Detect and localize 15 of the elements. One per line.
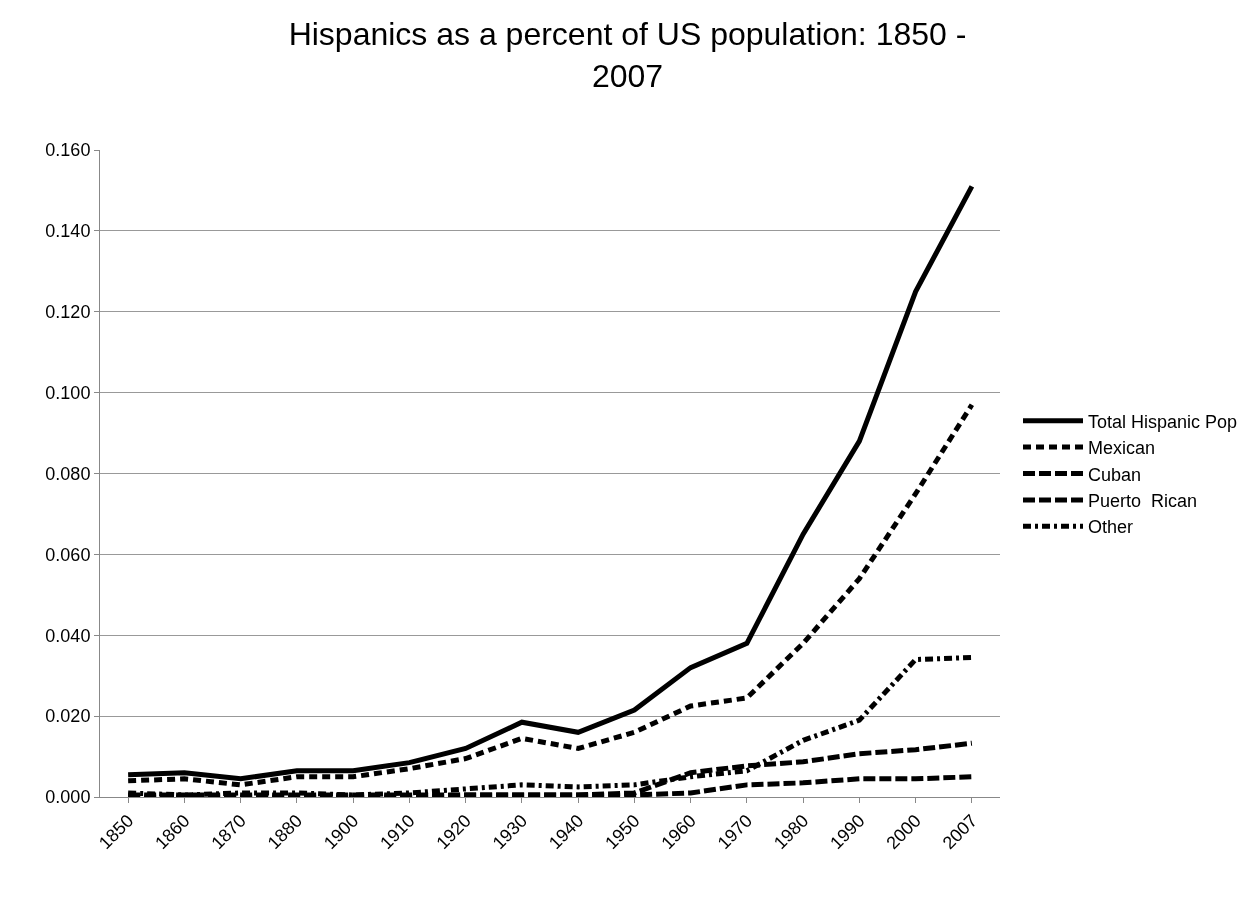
legend-label: Total Hispanic Pop	[1088, 411, 1238, 432]
legend-label: Cuban	[1088, 464, 1142, 485]
y-tick-label: 0.000	[45, 787, 91, 808]
legend-label: Mexican	[1088, 438, 1156, 459]
y-tick-label: 0.060	[45, 544, 91, 565]
chart-title: Hispanics as a percent of US population: 1850 - 2007	[288, 16, 967, 94]
y-tick-label: 0.020	[45, 706, 91, 727]
y-tick-label: 0.140	[45, 221, 91, 242]
y-tick-label: 0.120	[45, 302, 91, 323]
legend-label: Other	[1088, 517, 1134, 538]
y-tick-label: 0.040	[45, 625, 91, 646]
y-tick-label: 0.080	[45, 463, 91, 484]
legend-label: Puerto Rican	[1088, 490, 1198, 511]
y-tick-label: 0.160	[45, 140, 91, 161]
y-tick-label: 0.100	[45, 382, 91, 403]
